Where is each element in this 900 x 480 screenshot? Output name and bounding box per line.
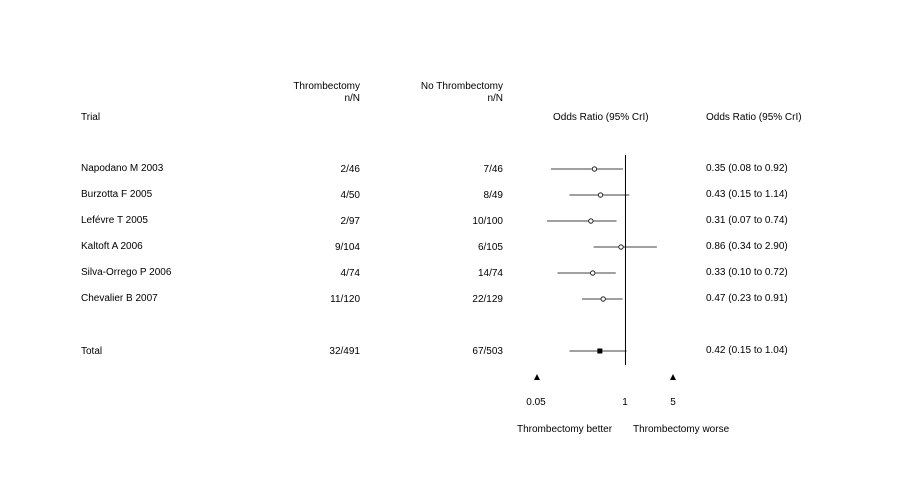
total-thrombectomy-count: 32/491: [329, 346, 360, 357]
header-no-thrombectomy: No Thrombectomy: [420, 81, 503, 92]
total-odds-ratio-value: 0.42 (0.15 to 1.04): [706, 345, 788, 356]
tick-label-min: 0.05: [526, 397, 546, 408]
pooled-estimate: [597, 348, 603, 354]
thrombectomy-count: 2/46: [340, 164, 360, 175]
thrombectomy-count: 9/104: [334, 242, 360, 253]
no-thrombectomy-count: 10/100: [472, 216, 503, 227]
point-estimate: [600, 296, 606, 302]
thrombectomy-count: 4/74: [340, 268, 360, 279]
point-estimate: [618, 244, 624, 250]
odds-ratio-value: 0.33 (0.10 to 0.72): [706, 267, 788, 278]
tick-label-one: 1: [622, 397, 628, 408]
trial-name: Burzotta F 2005: [81, 189, 153, 200]
thrombectomy-count: 2/97: [340, 216, 360, 227]
total-label: Total: [81, 346, 103, 357]
header-thrombectomy: Thrombectomy: [293, 81, 360, 92]
trial-name: Chevalier B 2007: [81, 293, 158, 304]
no-thrombectomy-count: 7/46: [483, 164, 503, 175]
trial-name: Silva-Orrego P 2006: [81, 267, 172, 278]
header-thrombectomy-nN: n/N: [344, 93, 360, 104]
odds-ratio-value: 0.47 (0.23 to 0.91): [706, 293, 788, 304]
header-value-odds-ratio: Odds Ratio (95% CrI): [706, 112, 802, 123]
no-thrombectomy-count: 22/129: [472, 294, 503, 305]
thrombectomy-count: 4/50: [340, 190, 360, 201]
odds-ratio-value: 0.31 (0.07 to 0.74): [706, 215, 788, 226]
point-estimate: [591, 166, 598, 172]
total-no-thrombectomy-count: 67/503: [472, 346, 503, 357]
trial-name: Lefévre T 2005: [81, 215, 148, 226]
tick-label-max: 5: [670, 397, 676, 408]
trial-name: Napodano M 2003: [81, 163, 164, 174]
point-estimate: [588, 218, 594, 224]
label-thrombectomy-better: Thrombectomy better: [517, 424, 613, 435]
odds-ratio-value: 0.86 (0.34 to 2.90): [706, 241, 788, 252]
axis-end-marker: [670, 374, 676, 380]
header-no-thrombectomy-nN: n/N: [487, 93, 503, 104]
thrombectomy-count: 11/120: [330, 294, 360, 305]
label-thrombectomy-worse: Thrombectomy worse: [633, 424, 730, 435]
point-estimate: [590, 270, 596, 276]
no-thrombectomy-count: 8/49: [483, 190, 503, 201]
header-plot-odds-ratio: Odds Ratio (95% CrI): [553, 112, 649, 123]
odds-ratio-value: 0.43 (0.15 to 1.14): [706, 189, 788, 200]
trial-name: Kaltoft A 2006: [81, 241, 143, 252]
header-trial: Trial: [81, 112, 101, 123]
no-thrombectomy-count: 14/74: [477, 268, 503, 279]
odds-ratio-value: 0.35 (0.08 to 0.92): [706, 163, 788, 174]
no-thrombectomy-count: 6/105: [477, 242, 503, 253]
axis-end-marker: [534, 374, 540, 380]
point-estimate: [597, 192, 604, 198]
